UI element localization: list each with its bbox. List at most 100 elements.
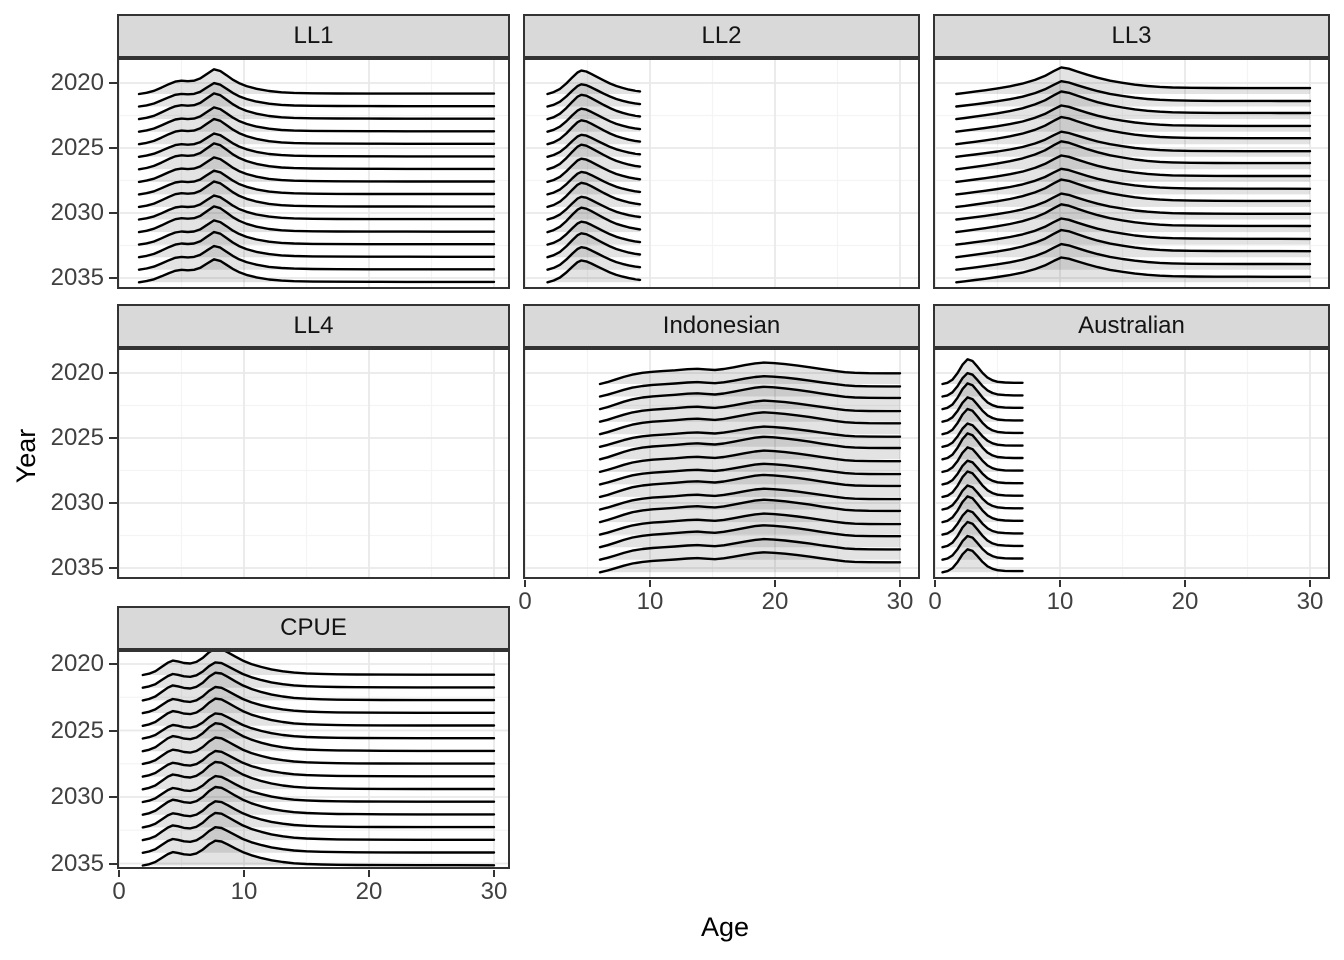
facet-strip-ll2: LL2 [523,14,920,58]
ridge-fill-ll2-2031 [547,207,640,233]
ridge-line-australian-2027 [941,446,1024,474]
ridge-line-ll3-2030 [955,192,1312,221]
ridge-line-australian-2032 [941,509,1024,536]
ridge-line-ll2-2028 [546,170,642,196]
ridge-fill-indonesian-2020 [600,362,900,384]
y-tick-label-row0-2030: 2030 [50,199,104,226]
ridge-line-cpue-2026 [141,722,496,753]
ridge-line-indonesian-2021 [598,375,902,398]
y-tick-row1-2025 [109,437,117,440]
ridge-line-cpue-2027 [141,736,496,766]
ridge-line-australian-2029 [941,470,1024,499]
x-tick-col0-20 [368,870,371,877]
y-tick-row1-2035 [109,567,117,570]
ridge-fill-ll3-2034 [956,244,1310,270]
ridge-line-cpue-2033 [141,811,496,842]
ridge-line-australian-2020 [941,358,1024,386]
facet-strip-label: LL1 [293,22,334,49]
ridge-line-ll2-2024 [546,119,642,146]
x-tick-label-col0-0: 0 [112,878,126,905]
ridge-fill-ll2-2021 [547,84,640,107]
ridge-line-indonesian-2031 [598,498,902,524]
ridge-fill-indonesian-2023 [600,400,900,422]
facet-strip-cpue: CPUE [117,606,510,650]
facet-strip-indonesian: Indonesian [523,304,920,348]
y-tick-row2-2020 [109,663,117,666]
facet-ll3: LL3 [933,14,1330,289]
x-tick-col1-0 [524,580,527,587]
y-tick-label-row0-2020: 2020 [50,69,104,96]
ridge-fill-ll3-2029 [956,179,1310,207]
ridge-line-ll1-2032 [137,219,496,246]
ridge-fill-ll2-2030 [547,196,640,220]
x-tick-col2-20 [1184,580,1187,587]
ridge-fill-ll3-2031 [956,204,1310,233]
facet-ll2: LL2 [523,14,920,289]
ridge-line-cpue-2031 [141,785,496,816]
ridge-line-ll3-2022 [955,90,1312,121]
ridge-line-australian-2030 [941,484,1024,511]
x-tick-label-col0-30: 30 [480,878,508,905]
y-tick-row0-2020 [109,82,117,85]
ridge-fill-indonesian-2032 [600,513,900,535]
ridge-line-indonesian-2029 [598,473,902,499]
ridge-line-ll3-2035 [955,256,1312,284]
ridge-line-ll3-2024 [955,115,1312,146]
ridge-line-ll2-2032 [546,220,642,246]
facet-strip-ll4: LL4 [117,304,510,348]
y-tick-label-row2-2030: 2030 [50,783,104,810]
y-tick-label-row1-2025: 2025 [50,424,104,451]
ridge-fill-ll2-2027 [547,158,640,182]
x-tick-col0-30 [493,870,496,877]
ridge-line-ll3-2023 [955,104,1312,133]
facet-strip-label: CPUE [280,614,347,641]
facet-ll4: LL4 [117,304,510,579]
ridge-fill-indonesian-2028 [600,463,900,485]
ridge-line-cpue-2022 [141,671,496,702]
x-tick-col2-0 [934,580,937,587]
ridge-line-cpue-2032 [141,800,496,829]
x-tick-label-col0-10: 10 [230,878,258,905]
y-tick-row1-2030 [109,502,117,505]
y-tick-row0-2030 [109,212,117,215]
x-axis-title: Age [700,912,750,942]
ridge-line-ll2-2023 [546,107,642,133]
ridge-line-ll3-2032 [955,217,1312,246]
ridge-line-ll1-2029 [137,180,496,209]
y-tick-label-row1-2020: 2020 [50,359,104,386]
ridge-fill-indonesian-2025 [600,426,900,447]
ridge-line-ll1-2028 [137,169,496,196]
ridge-fill-ll3-2027 [956,155,1310,182]
ridge-line-ll1-2021 [137,81,496,108]
ridge-line-cpue-2035 [141,839,496,867]
ridge-fill-indonesian-2035 [600,552,900,573]
ridge-line-ll2-2034 [546,246,642,271]
ridge-line-cpue-2023 [141,685,496,715]
ridge-line-indonesian-2025 [598,425,902,448]
ridge-line-ll3-2021 [955,80,1312,108]
ridge-line-cpue-2028 [141,749,496,778]
facet-panel-indonesian [523,348,920,579]
facet-panel-cpue [117,650,510,869]
ridge-line-ll3-2026 [955,140,1312,171]
ridge-fill-indonesian-2027 [600,450,900,472]
ridge-line-australian-2035 [941,548,1024,574]
ridge-fill-ll1-2024 [139,119,494,145]
ridge-line-cpue-2024 [141,697,496,727]
x-tick-label-col1-30: 30 [886,588,914,615]
ridge-line-australian-2021 [941,371,1024,398]
ridge-fill-indonesian-2030 [600,488,900,510]
x-tick-label-col2-0: 0 [928,588,942,615]
ridge-line-australian-2028 [941,459,1024,486]
ridge-fill-indonesian-2029 [600,474,900,497]
ridge-fill-ll3-2033 [956,230,1310,258]
ridge-fill-ll2-2033 [547,233,640,258]
ridge-line-cpue-2025 [141,712,496,740]
ridge-fill-ll1-2027 [139,157,494,182]
ridge-line-indonesian-2033 [598,524,902,549]
ridge-line-australian-2026 [941,432,1024,461]
x-tick-col2-30 [1309,580,1312,587]
ridge-line-indonesian-2026 [598,435,902,461]
facet-strip-ll1: LL1 [117,14,510,58]
